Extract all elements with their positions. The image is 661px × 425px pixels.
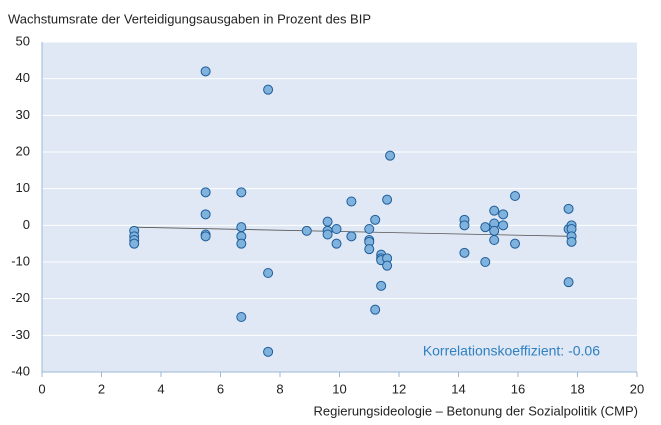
point [370,304,381,315]
point [459,247,470,258]
point [382,260,393,271]
x-tick-label: 20 [630,381,644,396]
point [322,216,333,227]
x-tick-label: 4 [157,381,164,396]
point [263,84,274,95]
point [563,203,574,214]
point [200,209,211,220]
x-tick-label: 2 [98,381,105,396]
y-tick-label: -10 [11,253,30,268]
point [200,66,211,77]
point [510,191,521,201]
point [489,205,500,216]
y-tick-label: 20 [16,143,30,158]
point [346,231,357,242]
y-tick-label: 50 [16,33,30,48]
point [498,220,509,231]
y-tick-label: -20 [11,290,30,305]
point [385,150,396,161]
y-tick-label: -30 [11,327,30,342]
point [263,346,274,357]
point [236,222,247,233]
point [236,312,247,322]
x-tick-label: 10 [332,381,346,396]
x-tick-label: 8 [276,381,283,396]
point [364,224,375,234]
x-axis-label: Regierungsideologie – Betonung der Sozia… [314,403,638,418]
point [129,238,140,249]
point [480,222,491,233]
y-tick-label: 30 [16,107,30,122]
point [382,194,393,205]
point [322,229,333,240]
point [346,196,357,207]
y-tick-label: 40 [16,70,30,85]
chart-title: Wachstumsrate der Verteidigungsausgaben … [8,11,371,26]
point [566,236,577,247]
point [489,235,500,245]
point [489,225,500,236]
point [480,257,491,267]
point [331,238,342,249]
point [200,187,211,198]
x-tick-label: 18 [570,381,584,396]
point [370,214,381,225]
point [236,187,247,198]
point [331,224,342,234]
y-tick-label: 0 [23,217,30,232]
point [376,280,387,291]
point [263,268,274,278]
point [364,244,375,255]
x-tick-label: 6 [217,381,224,396]
point [563,277,574,288]
point [200,231,211,242]
point [236,238,247,249]
y-tick-label: -40 [11,363,30,378]
y-tick-label: 10 [16,180,30,195]
plot-area [42,42,637,372]
point [459,220,470,231]
x-tick-label: 12 [392,381,406,396]
x-tick-label: 14 [451,381,465,396]
point [498,209,509,220]
point [301,225,312,236]
annotation: Korrelationskoeffizient: -0.06 [423,343,600,359]
x-tick-label: 0 [38,381,45,396]
point [510,238,521,249]
x-tick-label: 16 [511,381,525,396]
